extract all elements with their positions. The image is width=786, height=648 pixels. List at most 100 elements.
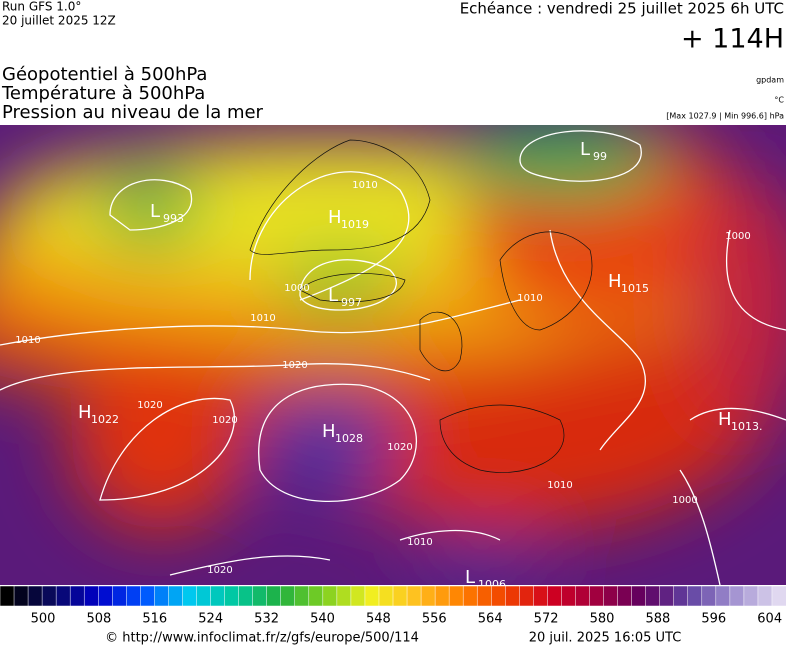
color-swatch	[575, 585, 591, 607]
isobar-label: 1010	[352, 180, 377, 191]
system-kind: H	[322, 421, 336, 442]
run-date: 20 juillet 2025 12Z	[2, 14, 116, 28]
colorbar: 500 508 516 524 532 540 548 556 564 572 580 588 596 6…	[0, 585, 786, 627]
color-swatch	[308, 585, 324, 607]
color-swatch	[420, 585, 436, 607]
color-swatch	[168, 585, 184, 607]
color-swatch	[687, 585, 703, 607]
field: Pression au niveau de la mer	[2, 102, 264, 123]
color-swatch	[55, 585, 71, 607]
color-swatch	[406, 585, 422, 607]
isobars	[0, 130, 786, 585]
isobar-label: 1020	[387, 442, 412, 453]
colorbar-label: 580	[590, 612, 615, 627]
color-swatch	[462, 585, 478, 607]
color-swatch	[645, 585, 661, 607]
isobar-label: 1020	[207, 565, 232, 576]
colorbar-label: 588	[645, 612, 670, 627]
system-kind: L	[150, 201, 160, 222]
colorbar-label: 532	[254, 612, 279, 627]
color-swatch	[589, 585, 605, 607]
system-kind: H	[328, 207, 342, 228]
color-swatch	[0, 585, 15, 607]
color-swatch	[757, 585, 773, 607]
map	[0, 125, 786, 585]
colorbar-label: 572	[534, 612, 559, 627]
color-swatch	[182, 585, 198, 607]
color-swatch	[715, 585, 731, 607]
color-swatch	[13, 585, 29, 607]
color-swatch	[322, 585, 338, 607]
system-kind: L	[580, 139, 590, 160]
run: Run GFS 1.0°	[2, 0, 81, 14]
color-swatch	[771, 585, 786, 607]
system-kind: H	[78, 402, 92, 423]
source: © http://www.infoclimat.fr/z/gfs/europe/…	[105, 631, 419, 646]
color-swatch	[701, 585, 717, 607]
color-swatch	[491, 585, 507, 607]
colorbar-label: 556	[422, 612, 447, 627]
color-swatch	[364, 585, 380, 607]
isobar-label: 1000	[725, 231, 750, 242]
color-swatch	[392, 585, 408, 607]
system-pressure: 997	[341, 296, 362, 309]
field: Température à 500hPa	[1, 83, 205, 104]
system-pressure: 1019	[341, 218, 369, 231]
colorbar-label: 508	[86, 612, 111, 627]
color-swatch	[41, 585, 57, 607]
system-pressure: 1015	[621, 282, 649, 295]
unit: °C	[774, 96, 784, 105]
color-swatch	[448, 585, 464, 607]
valid-time: Echéance : vendredi 25 juillet 2025 6h U…	[460, 0, 784, 18]
field: Géopotentiel à 500hPa	[2, 64, 207, 85]
system-pressure: 1013.	[731, 420, 763, 433]
isobar-label: 1000	[672, 495, 697, 506]
isobar-label: 1010	[517, 293, 542, 304]
color-swatch	[476, 585, 493, 607]
color-swatch	[336, 585, 352, 607]
color-swatch	[631, 585, 647, 607]
system-pressure: 1022	[91, 413, 119, 426]
color-swatch	[83, 585, 100, 607]
color-swatch	[98, 585, 114, 607]
color-swatch	[505, 585, 521, 607]
colorbar-label: 604	[757, 612, 782, 627]
color-swatch	[533, 585, 549, 607]
color-swatch	[266, 585, 282, 607]
color-swatch	[196, 585, 212, 607]
color-swatch	[224, 585, 240, 607]
isobar-label: 1000	[284, 283, 309, 294]
system-pressure: 993	[163, 212, 184, 225]
color-swatch	[350, 585, 366, 607]
timestamp: 20 juil. 2025 16:05 UTC	[529, 631, 682, 646]
isobar-label: 1010	[407, 537, 432, 548]
colorbar-label: 564	[478, 612, 503, 627]
system-kind: L	[465, 567, 475, 588]
colorbar-label: 524	[198, 612, 223, 627]
colorbar-label: 500	[31, 612, 56, 627]
color-swatch	[140, 585, 156, 607]
color-swatch	[603, 585, 619, 607]
color-swatch	[280, 585, 296, 607]
color-swatch	[126, 585, 142, 607]
system-kind: H	[608, 271, 622, 292]
color-swatch	[69, 585, 85, 607]
color-swatch	[154, 585, 170, 607]
color-swatch	[378, 585, 394, 607]
color-swatch	[659, 585, 675, 607]
system-kind: L	[328, 285, 338, 306]
color-swatch	[238, 585, 254, 607]
color-swatch	[519, 585, 535, 607]
lead-time: + 114H	[681, 24, 784, 55]
unit: gpdam	[756, 76, 784, 85]
color-swatch	[434, 585, 450, 607]
coastlines	[249, 139, 593, 473]
colorbar-label: 540	[310, 612, 335, 627]
colorbar-label: 548	[366, 612, 391, 627]
color-swatch	[561, 585, 577, 607]
color-swatch	[112, 585, 128, 607]
color-swatch	[673, 585, 689, 607]
system-pressure: 1028	[335, 432, 363, 445]
